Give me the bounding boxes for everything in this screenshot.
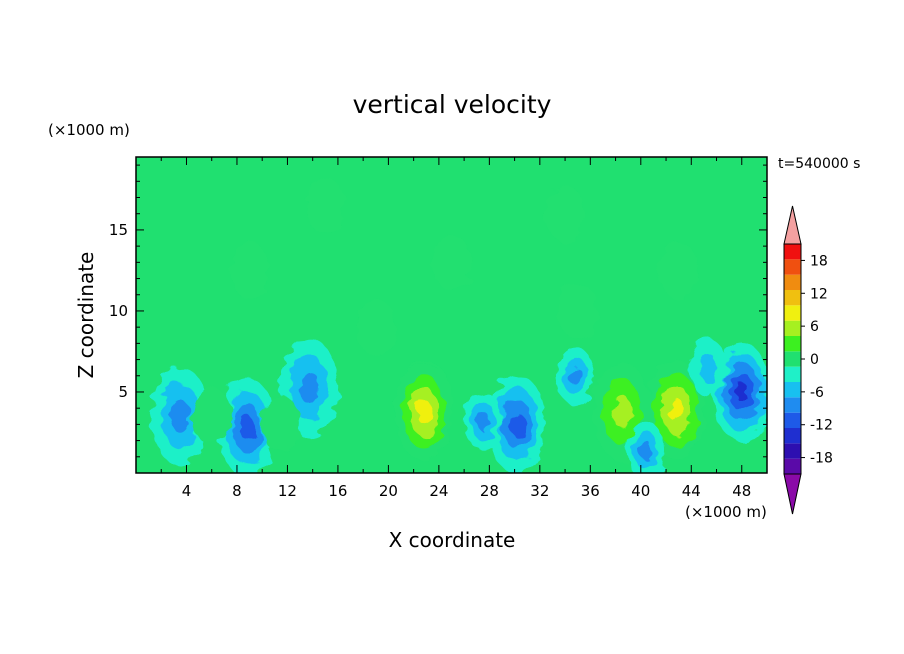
colorbar-band	[784, 443, 801, 459]
colorbar-tick-label: 6	[810, 319, 819, 335]
y-unit-label: (×1000 m)	[48, 121, 130, 139]
contour-band	[299, 370, 319, 404]
colorbar-band	[784, 274, 801, 290]
x-axis-label: X coordinate	[389, 528, 516, 552]
contour-band	[558, 282, 597, 340]
contour-band	[170, 399, 190, 433]
contour-band	[545, 185, 585, 243]
chart-title: vertical velocity	[353, 90, 552, 119]
contour-band	[239, 415, 255, 441]
contour-band	[698, 353, 718, 382]
colorbar-over-triangle	[783, 205, 802, 245]
colorbar-band	[784, 428, 801, 444]
contour-feature	[659, 241, 698, 300]
colorbar-band	[784, 244, 801, 260]
contour-band	[736, 382, 748, 402]
colorbar-band	[784, 290, 801, 306]
contour-band	[306, 177, 345, 235]
y-axis: 5 10 15	[109, 164, 767, 458]
colorbar-band	[784, 320, 801, 336]
x-tick-label: 16	[328, 482, 347, 500]
contour-feature	[558, 282, 597, 340]
contour-feature	[712, 342, 767, 442]
contour-band	[416, 399, 431, 424]
colorbar-band	[784, 259, 801, 275]
colorbar-band	[784, 305, 801, 321]
contour-feature	[432, 233, 471, 291]
x-tick-label: 28	[480, 482, 499, 500]
contour-feature	[545, 185, 585, 243]
y-tick-label: 15	[109, 221, 128, 239]
x-tick-label: 44	[682, 482, 701, 500]
colorbar-band	[784, 382, 801, 398]
x-axis: 4 8 12 16 20 24 28 32 36 40 44 48	[160, 157, 751, 500]
y-axis-label: Z coordinate	[74, 252, 98, 379]
contour-feature	[261, 395, 301, 453]
x-tick-label: 12	[278, 482, 297, 500]
y-tick-label: 10	[109, 302, 128, 320]
contour-band	[639, 440, 653, 460]
contour-feature	[463, 392, 503, 450]
colorbar-band	[784, 366, 801, 382]
contour-band	[612, 394, 632, 428]
contour-band	[432, 233, 471, 291]
colorbar-tick-label: -6	[810, 385, 824, 401]
contour-feature	[356, 298, 395, 356]
contour-feature	[192, 387, 231, 445]
colorbar-band	[784, 351, 801, 367]
colorbar-band	[784, 336, 801, 352]
contour-feature	[626, 421, 666, 473]
contour-feature	[488, 374, 546, 473]
colorbar-band	[784, 412, 801, 428]
contour-band	[261, 395, 301, 453]
contour-feature	[394, 361, 453, 461]
x-tick-label: 8	[232, 482, 242, 500]
contour-feature	[151, 366, 209, 466]
x-tick-label: 36	[581, 482, 600, 500]
colorbar-under-triangle	[783, 473, 802, 515]
contour-feature	[555, 347, 595, 405]
x-tick-label: 48	[732, 482, 751, 500]
contour-band	[659, 241, 698, 300]
colorbar-tick-label: 0	[810, 352, 819, 368]
contour-band	[476, 411, 490, 431]
time-label: t=540000 s	[778, 156, 860, 172]
colorbar-tick-label: -18	[810, 451, 833, 467]
x-unit-label: (×1000 m)	[685, 503, 767, 521]
colorbar-tick-label: 12	[810, 286, 828, 302]
x-tick-label: 32	[530, 482, 549, 500]
colorbar-band	[784, 397, 801, 413]
contour-band	[356, 298, 395, 356]
x-tick-label: 4	[182, 482, 192, 500]
plot-frame	[135, 156, 768, 474]
contour-feature	[688, 339, 727, 397]
colorbar: 18 12 6 0 -6 -12 -18	[783, 205, 833, 515]
x-tick-label: 24	[429, 482, 448, 500]
colorbar-tick-label: 18	[810, 253, 828, 269]
colorbar-band	[784, 458, 801, 474]
y-tick-label: 5	[118, 383, 128, 401]
x-tick-label: 20	[379, 482, 398, 500]
contour-band	[192, 387, 231, 445]
contour-feature	[230, 241, 269, 300]
contour-band	[230, 241, 269, 300]
contour-band	[509, 412, 525, 437]
contour-field	[151, 177, 767, 473]
x-tick-label: 40	[631, 482, 650, 500]
contour-band	[568, 366, 582, 386]
contour-feature	[306, 177, 345, 235]
contour-feature	[218, 378, 276, 473]
contour-band	[668, 397, 684, 423]
colorbar-tick-label: -12	[810, 418, 833, 434]
